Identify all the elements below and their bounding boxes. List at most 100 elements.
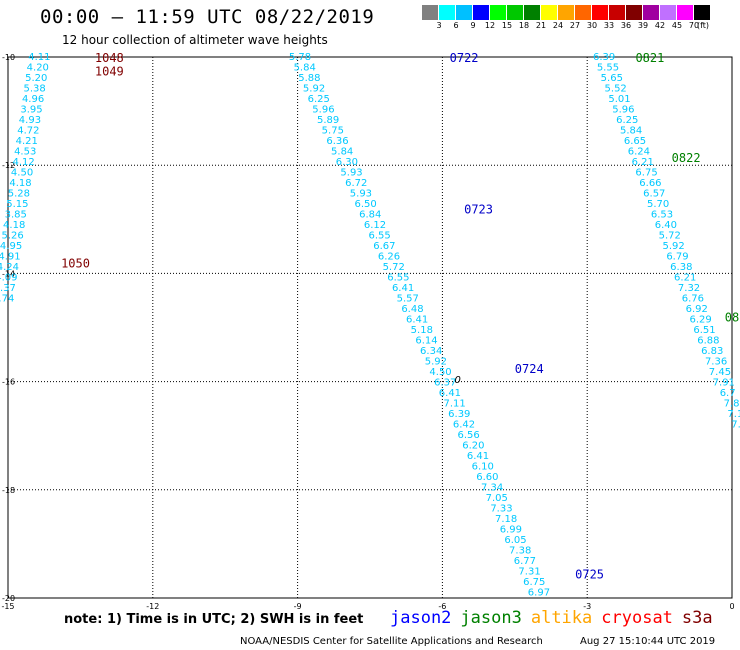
wave-height-value: 6.05 <box>504 535 526 546</box>
lon-tick-label: 0 <box>729 602 734 611</box>
wave-height-value: 6.7 <box>720 388 736 399</box>
lat-tick-label: -14 <box>2 269 15 278</box>
wave-height-value: 6.37 <box>434 378 456 389</box>
pass-time-label: 08 <box>725 311 739 325</box>
wave-height-value: 6.55 <box>369 231 391 242</box>
wave-height-value: 6.40 <box>655 220 677 231</box>
satellite-legend: jason2 jason3 altika cryosat s3a <box>390 608 722 628</box>
legend-label: 45 <box>671 21 683 30</box>
legend-label: 27 <box>569 21 581 30</box>
wave-height-value: 4.93 <box>19 115 41 126</box>
wave-height-value: 7.05 <box>486 493 508 504</box>
pass-time-label: 0723 <box>464 202 493 216</box>
legend-label: 24 <box>552 21 564 30</box>
wave-height-value: 6.21 <box>632 157 654 168</box>
color-legend-bar <box>422 5 711 20</box>
credit-line: NOAA/NESDIS Center for Satellite Applica… <box>240 636 543 647</box>
wave-height-value: 6.66 <box>639 178 661 189</box>
wave-height-value: 7.31 <box>518 567 540 578</box>
satellite-label-jason2: jason2 <box>390 608 452 628</box>
wave-height-value: 4.18 <box>9 178 31 189</box>
wave-height-value: 5.55 <box>597 63 619 74</box>
legend-swatch <box>660 5 677 20</box>
legend-swatch <box>541 5 558 20</box>
lat-tick-label: -18 <box>2 486 15 495</box>
wave-height-value: 6.34 <box>420 346 442 357</box>
wave-height-value: 5.70 <box>647 199 669 210</box>
wave-height-value: 5.52 <box>605 84 627 95</box>
wave-height-value: 4.21 <box>16 136 38 147</box>
legend-swatch <box>694 5 711 20</box>
wave-height-value: 5.72 <box>659 231 681 242</box>
wave-height-value: 6.72 <box>345 178 367 189</box>
wave-height-value: 6.10 <box>472 462 494 473</box>
wave-height-value: 5.92 <box>662 241 684 252</box>
legend-swatch <box>456 5 473 20</box>
wave-height-value: 4.95 <box>0 241 22 252</box>
wave-height-value: 6.65 <box>624 136 646 147</box>
legend-swatch <box>524 5 541 20</box>
page-title: 00:00 – 11:59 UTC 08/22/2019 <box>40 6 375 28</box>
wave-height-value: 5.96 <box>312 105 334 116</box>
wave-height-value: 4.18 <box>3 220 25 231</box>
legend-label: (ft) <box>696 21 710 30</box>
wave-height-value: 4.96 <box>22 94 44 105</box>
legend-swatch <box>422 5 439 20</box>
legend-label: 70 <box>688 21 700 30</box>
wave-height-value: 6.25 <box>308 94 330 105</box>
wave-height-value: 6.12 <box>364 220 386 231</box>
wave-height-value: 6.48 <box>401 304 423 315</box>
wave-height-value: 6.42 <box>453 420 475 431</box>
wave-height-value: 7.11 <box>443 399 465 410</box>
wave-height-value: 4.53 <box>14 147 36 158</box>
wave-height-value: 7.36 <box>705 357 727 368</box>
wave-height-value: 4.09 <box>0 273 17 284</box>
wave-height-value: 6.53 <box>651 210 673 221</box>
wave-height-value: 6.38 <box>670 262 692 273</box>
legend-label: 9 <box>470 21 476 30</box>
pass-time-label: 0722 <box>450 51 479 65</box>
wave-height-value: 7.38 <box>509 546 531 557</box>
page-subtitle: 12 hour collection of altimeter wave hei… <box>62 33 328 47</box>
legend-swatch <box>592 5 609 20</box>
wave-height-value: 6.24 <box>628 147 650 158</box>
lon-tick-label: -12 <box>146 602 159 611</box>
lat-tick-label: -20 <box>2 594 15 603</box>
wave-height-value: 6.88 <box>697 336 719 347</box>
satellite-label-s3a: s3a <box>681 608 713 628</box>
wave-height-value: 6.60 <box>476 472 498 483</box>
lat-tick-label: -10 <box>2 53 15 62</box>
wave-height-value: 6.75 <box>635 168 657 179</box>
wave-height-value: 3.85 <box>5 210 27 221</box>
legend-label: 42 <box>654 21 666 30</box>
wave-height-value: 5.96 <box>612 105 634 116</box>
pass-time-label: 0724 <box>515 362 544 376</box>
wave-height-value: 5.92 <box>303 84 325 95</box>
pass-time-label: 0725 <box>575 568 604 582</box>
wave-height-value: 5.20 <box>25 73 47 84</box>
wave-height-value: 6.29 <box>689 315 711 326</box>
wave-height-value: 6.84 <box>359 210 381 221</box>
pass-time-label: 1049 <box>95 65 124 79</box>
pass-time-label: 1050 <box>61 257 90 271</box>
legend-swatch <box>507 5 524 20</box>
wave-height-value: 4.72 <box>17 126 39 137</box>
wave-height-value: 4.91 <box>0 252 21 263</box>
wave-height-value: 6.26 <box>378 252 400 263</box>
wave-height-value: 6.79 <box>666 252 688 263</box>
legend-label: 3 <box>436 21 442 30</box>
pass-time-label: 0822 <box>672 151 701 165</box>
wave-height-value: 7.1 <box>727 409 740 420</box>
wave-height-value: 5.18 <box>411 325 433 336</box>
satellite-label-altika: altika <box>530 608 593 628</box>
wave-height-value: 6.99 <box>500 525 522 536</box>
satellite-label-jason3: jason3 <box>460 608 522 628</box>
wave-height-value: 6.41 <box>406 315 428 326</box>
wave-height-value: 5.15 <box>6 199 28 210</box>
legend-label: 30 <box>586 21 598 30</box>
pass-time-label: 1048 <box>95 51 124 65</box>
footer-note: note: 1) Time is in UTC; 2) SWH is in fe… <box>64 612 364 627</box>
legend-label: 33 <box>603 21 615 30</box>
wave-height-value: 5.93 <box>350 189 372 200</box>
